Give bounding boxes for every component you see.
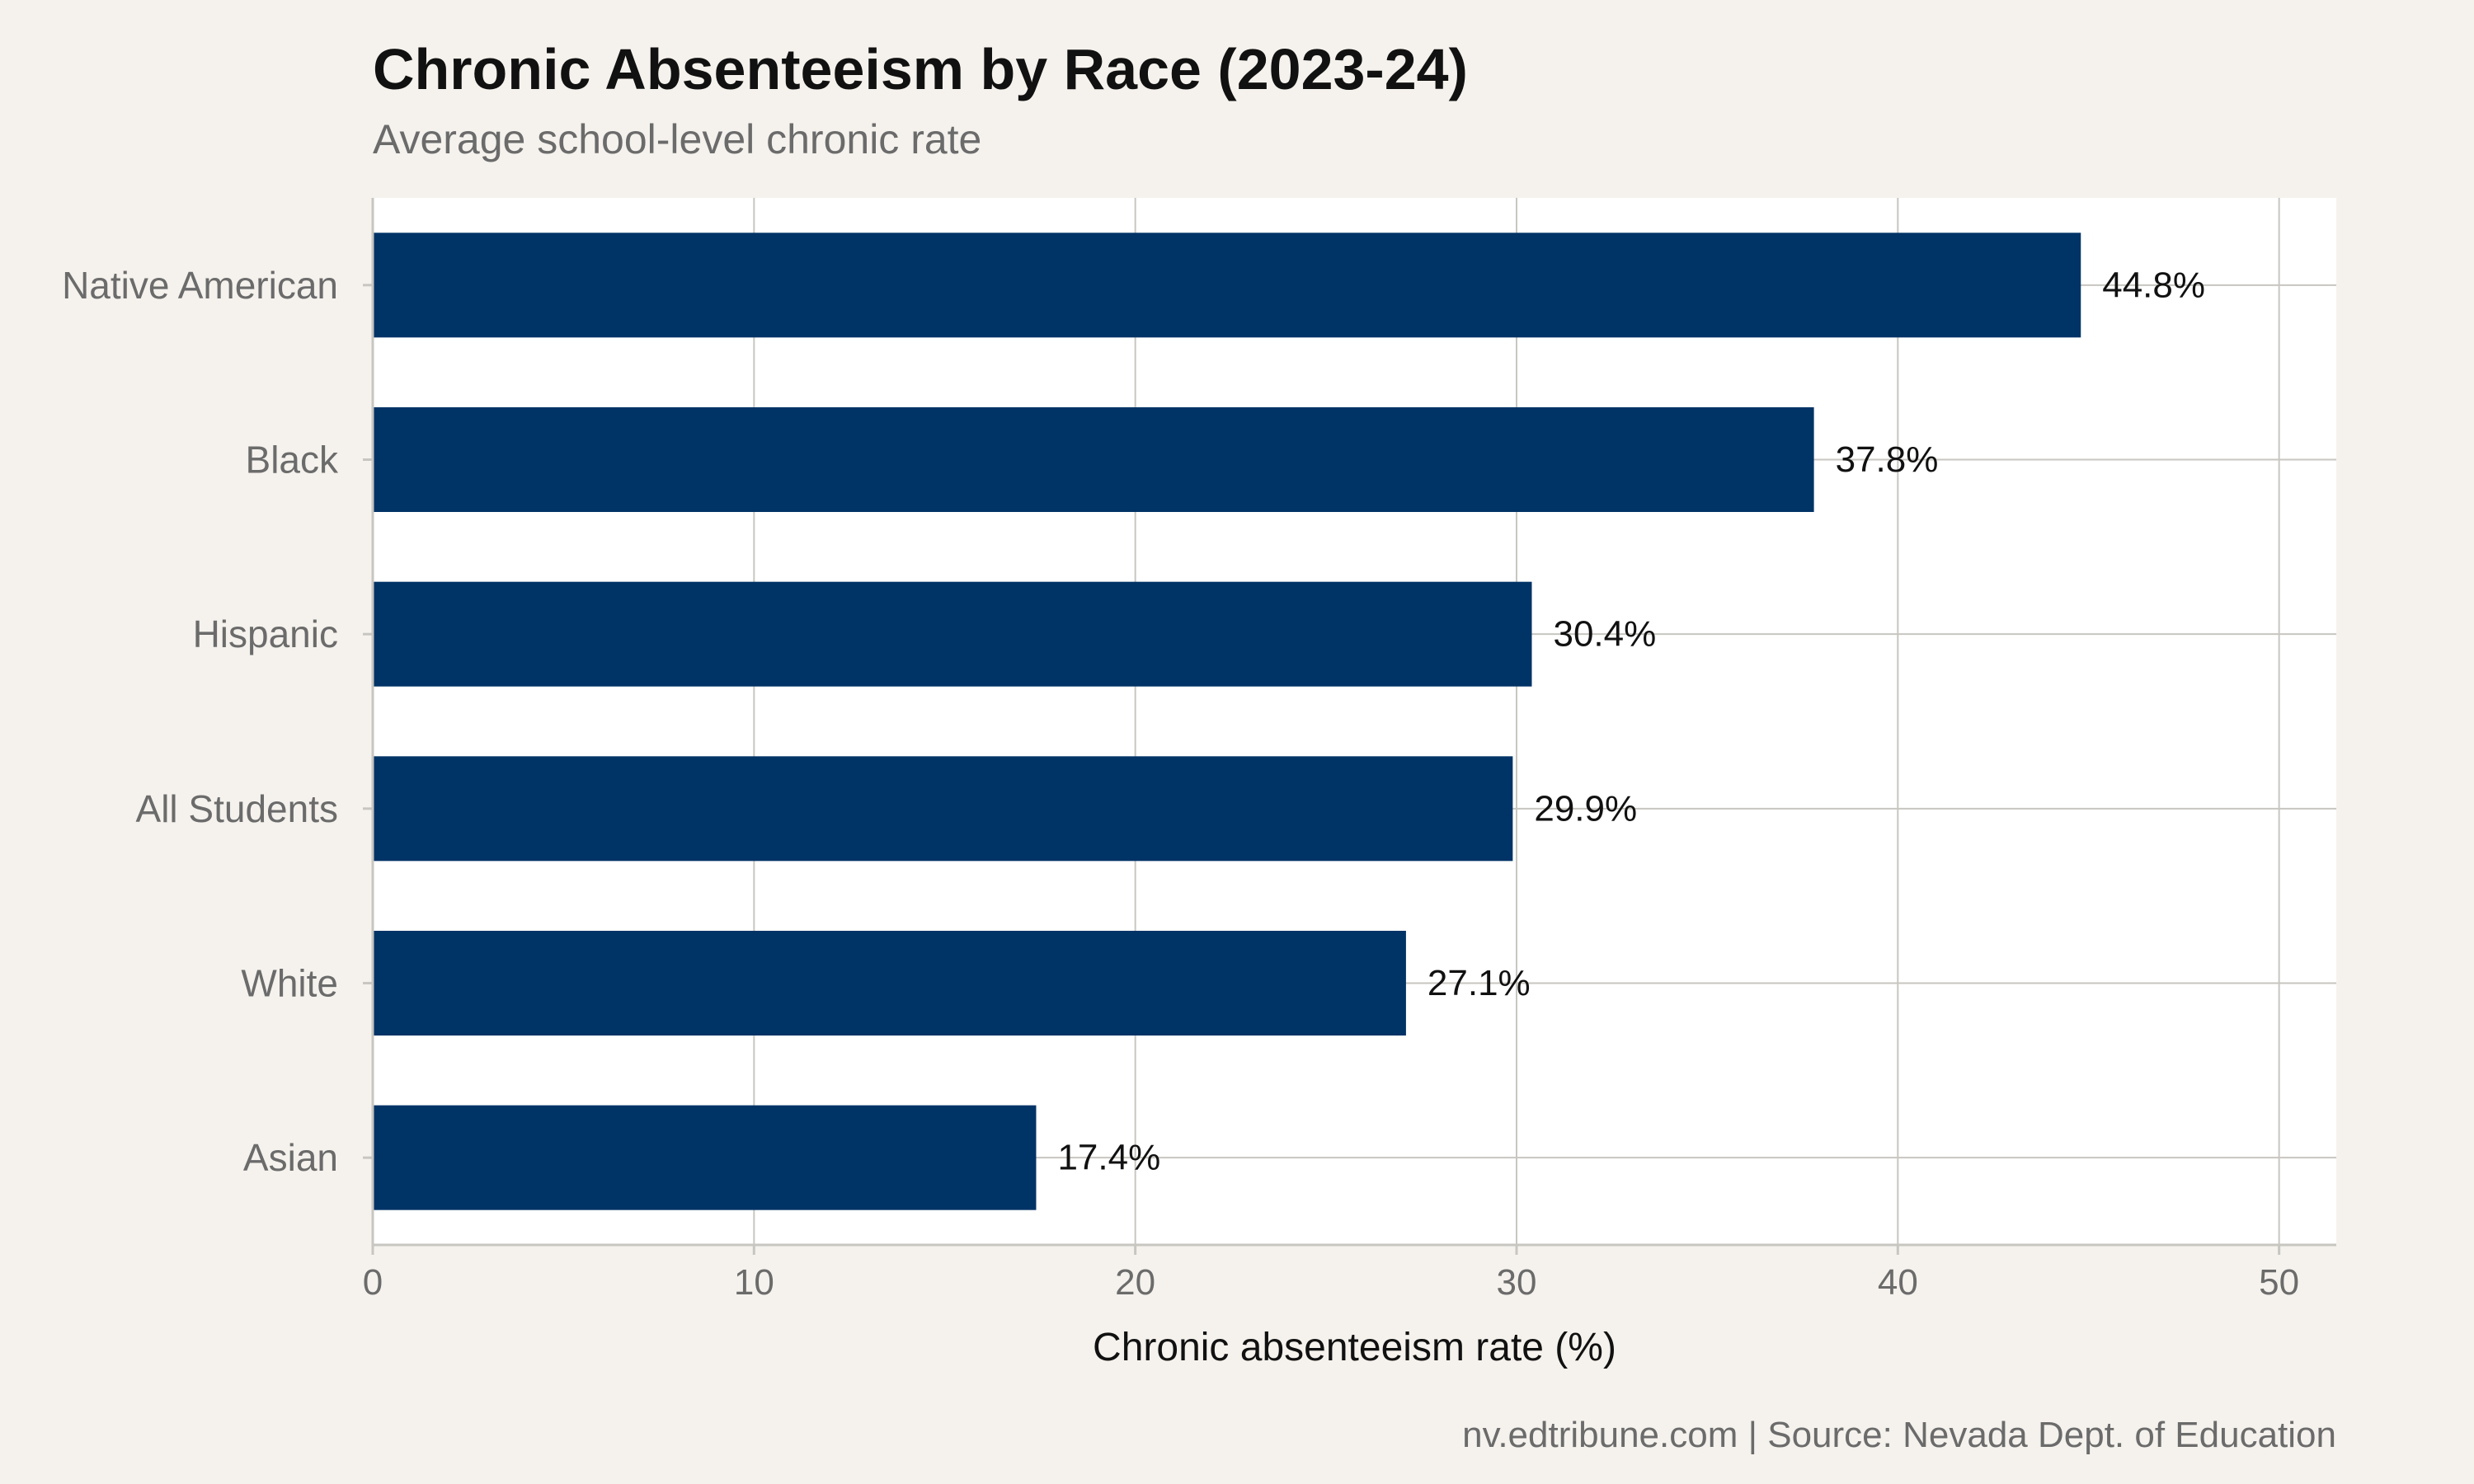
bar [373, 232, 2081, 338]
bar [373, 1105, 1037, 1210]
axes: 0 10 20 30 40 50 Native American Black Hispanic A… [62, 198, 2336, 1303]
x-tick-label: 30 [1497, 1262, 1537, 1303]
bar-value-label: 29.9% [1534, 788, 1637, 829]
y-tick-label: All Students [136, 787, 338, 830]
data-labels: 44.8% 37.8% 30.4% 29.9% 27.1% 17.4% [1057, 265, 2205, 1177]
bar-value-label: 17.4% [1057, 1138, 1160, 1178]
bars [373, 232, 2081, 1210]
chart-subtitle: Average school-level chronic rate [373, 116, 982, 162]
bar-value-label: 37.8% [1836, 439, 1939, 480]
chart-title: Chronic Absenteeism by Race (2023-24) [373, 37, 1468, 101]
y-tick-label: Asian [243, 1136, 338, 1179]
bar [373, 931, 1406, 1036]
source-caption: nv.edtribune.com | Source: Nevada Dept. … [1462, 1415, 2336, 1455]
y-tick-label: Hispanic [193, 613, 338, 655]
plot-panel [373, 198, 2336, 1245]
x-tick-label: 0 [363, 1262, 383, 1303]
y-tick-label: Native American [62, 264, 338, 307]
x-tick-label: 40 [1878, 1262, 1918, 1303]
bar-value-label: 27.1% [1427, 963, 1531, 1003]
y-tick-label: Black [246, 439, 339, 481]
x-axis-label: Chronic absenteeism rate (%) [1093, 1326, 1616, 1369]
bar [373, 407, 1814, 512]
bar-value-label: 30.4% [1553, 614, 1656, 655]
bar [373, 581, 1532, 687]
y-tick-label: White [241, 962, 338, 1005]
bar [373, 756, 1513, 862]
x-tick-label: 20 [1115, 1262, 1155, 1303]
bar-value-label: 44.8% [2102, 265, 2205, 305]
x-tick-label: 10 [734, 1262, 774, 1303]
x-tick-label: 50 [2259, 1262, 2299, 1303]
